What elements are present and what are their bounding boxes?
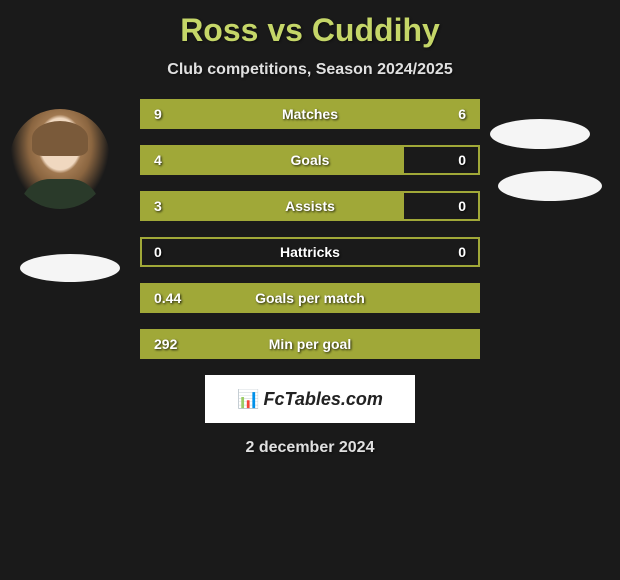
bar-value-right: 0 xyxy=(458,152,466,168)
bar-label: Assists xyxy=(285,198,335,214)
bar-value-left: 0 xyxy=(154,244,162,260)
chart-area: 9 6 Matches 4 0 Goals 3 0 Assists 0 0 Hattricks 0.44… xyxy=(0,99,620,359)
bar-value-left: 4 xyxy=(154,152,162,168)
branding-badge: 📊 FcTables.com xyxy=(205,375,415,423)
bar-value-right: 0 xyxy=(458,198,466,214)
branding-text: FcTables.com xyxy=(264,389,383,410)
bar-row: 4 0 Goals xyxy=(140,145,480,175)
bar-fill-left xyxy=(142,193,404,219)
bar-row: 292 Min per goal xyxy=(140,329,480,359)
comparison-bars: 9 6 Matches 4 0 Goals 3 0 Assists 0 0 Hattricks 0.44… xyxy=(140,99,480,359)
bar-value-left: 0.44 xyxy=(154,290,181,306)
bar-label: Goals per match xyxy=(255,290,365,306)
bar-row: 0 0 Hattricks xyxy=(140,237,480,267)
chart-icon: 📊 xyxy=(237,389,259,410)
player-left-avatar xyxy=(10,109,110,209)
bar-row: 3 0 Assists xyxy=(140,191,480,221)
bar-label: Goals xyxy=(291,152,330,168)
subtitle: Club competitions, Season 2024/2025 xyxy=(0,61,620,79)
player-right-badge-2 xyxy=(498,171,602,201)
bar-value-right: 6 xyxy=(458,106,466,122)
page-title: Ross vs Cuddihy xyxy=(0,0,620,49)
bar-label: Hattricks xyxy=(280,244,340,260)
bar-fill-left xyxy=(142,147,404,173)
bar-row: 0.44 Goals per match xyxy=(140,283,480,313)
bar-value-left: 9 xyxy=(154,106,162,122)
bar-label: Matches xyxy=(282,106,338,122)
player-right-badge-1 xyxy=(490,119,590,149)
date-text: 2 december 2024 xyxy=(0,439,620,457)
bar-label: Min per goal xyxy=(269,336,351,352)
bar-value-left: 292 xyxy=(154,336,177,352)
bar-row: 9 6 Matches xyxy=(140,99,480,129)
bar-value-right: 0 xyxy=(458,244,466,260)
bar-value-left: 3 xyxy=(154,198,162,214)
player-left-badge xyxy=(20,254,120,282)
